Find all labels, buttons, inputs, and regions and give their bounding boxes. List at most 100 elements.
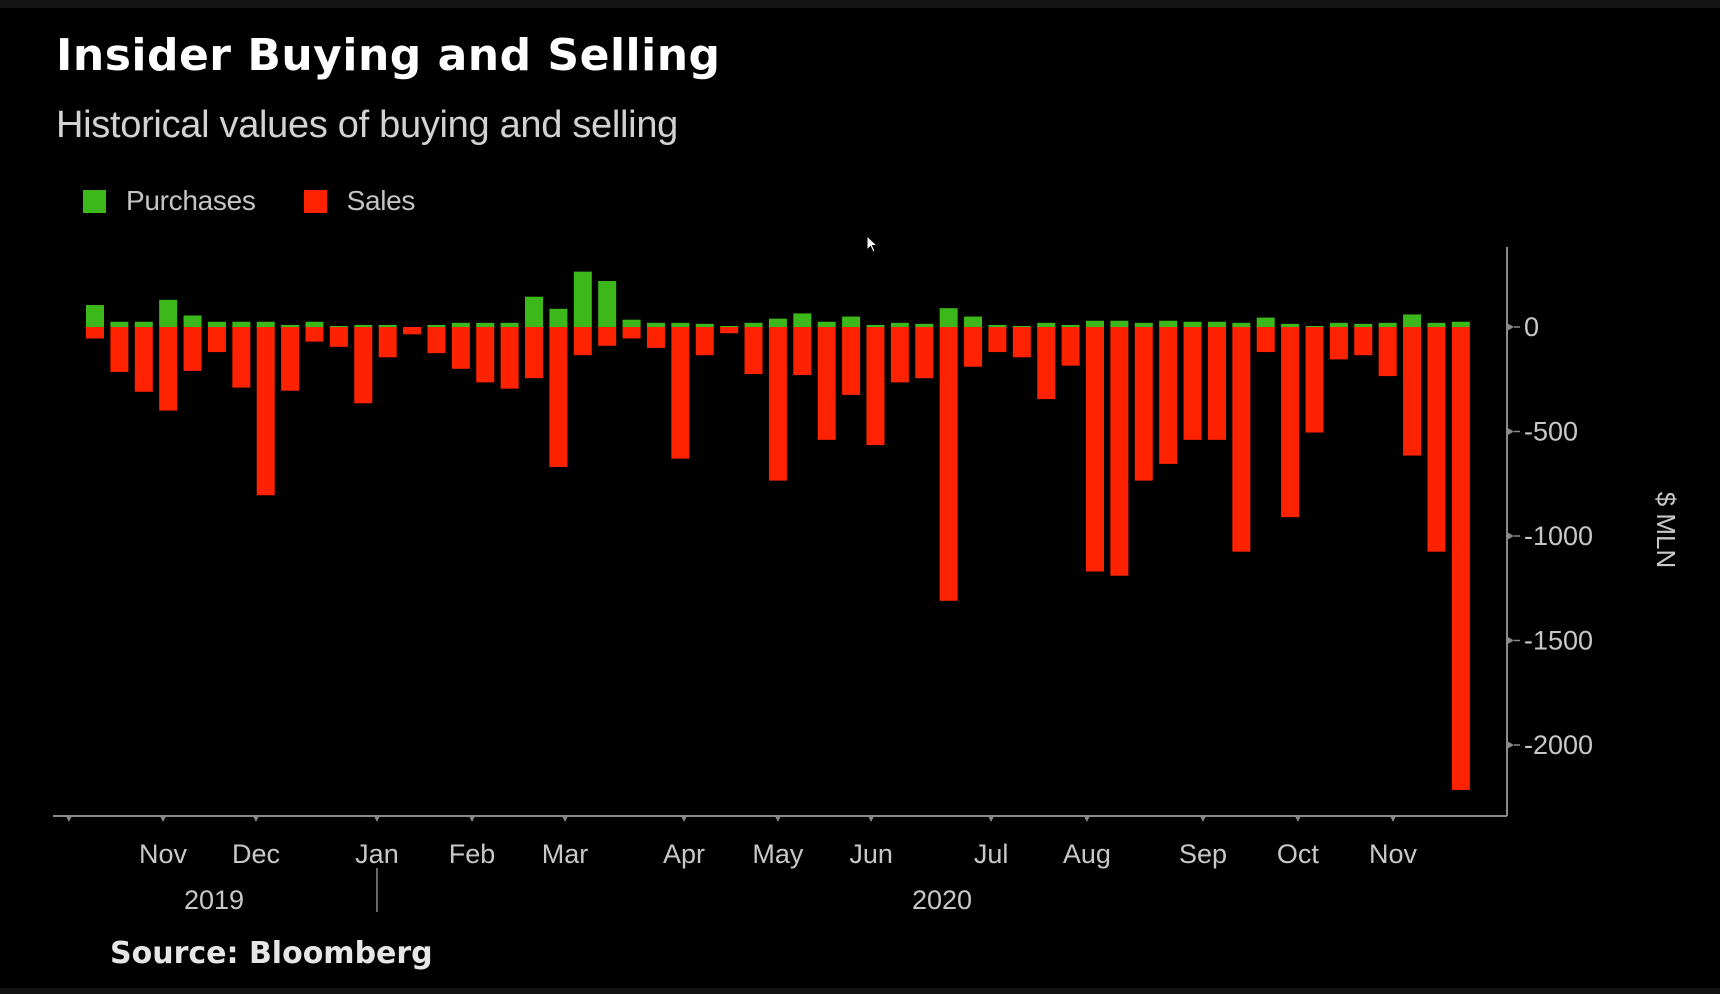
bar-purchases xyxy=(305,321,324,327)
mouse-cursor-icon xyxy=(866,234,880,260)
bar-purchases xyxy=(1037,322,1056,327)
bar-sales xyxy=(134,327,153,392)
bar-sales xyxy=(768,327,787,481)
bottom-band xyxy=(0,988,1720,994)
bar-sales xyxy=(988,327,1007,353)
bar-purchases xyxy=(329,325,348,327)
bar-sales xyxy=(573,327,592,356)
x-tick-label: Mar xyxy=(542,839,589,869)
x-year-label: 2019 xyxy=(184,885,244,915)
bar-purchases xyxy=(573,271,592,327)
bar-purchases xyxy=(232,321,251,327)
bar-sales xyxy=(866,327,885,446)
x-tick-mark xyxy=(160,816,167,822)
bar-sales xyxy=(378,327,397,358)
bar-purchases xyxy=(378,324,397,327)
bar-sales xyxy=(622,327,641,339)
bar-purchases xyxy=(1085,320,1104,327)
bar-sales xyxy=(817,327,836,440)
bar-purchases xyxy=(427,324,446,327)
bar-sales xyxy=(427,327,446,354)
x-tick-mark xyxy=(774,816,781,822)
bar-sales xyxy=(525,327,544,379)
bar-purchases xyxy=(281,324,300,327)
top-band xyxy=(0,0,1720,8)
bar-sales xyxy=(1085,327,1104,572)
bar-sales xyxy=(1012,327,1031,358)
bar-purchases xyxy=(964,316,983,327)
bar-purchases xyxy=(1207,321,1226,327)
bar-purchases xyxy=(451,322,470,327)
bar-purchases xyxy=(695,323,714,327)
bar-sales xyxy=(720,327,739,334)
bar-sales xyxy=(86,327,104,339)
bar-sales xyxy=(1305,327,1324,433)
x-tick-mark xyxy=(868,816,875,822)
bar-sales xyxy=(890,327,909,383)
bar-purchases xyxy=(86,305,104,327)
x-tick-label: Nov xyxy=(139,839,188,869)
bar-sales xyxy=(598,327,617,346)
bar-purchases xyxy=(817,321,836,327)
bar-sales xyxy=(305,327,324,342)
bar-sales xyxy=(281,327,300,391)
bar-sales xyxy=(842,327,861,395)
bar-purchases xyxy=(159,299,178,327)
bar-purchases xyxy=(622,319,641,327)
bar-sales xyxy=(1329,327,1348,360)
bar-purchases xyxy=(598,281,617,327)
bar-sales xyxy=(110,327,129,372)
legend-item-sales: Sales xyxy=(303,185,415,217)
x-tick-label: Apr xyxy=(663,839,705,869)
bar-purchases xyxy=(525,296,544,327)
x-tick-label: Oct xyxy=(1277,839,1320,869)
bar-purchases xyxy=(915,323,934,327)
x-tick-label: May xyxy=(752,839,804,869)
x-tick-label: Jul xyxy=(974,839,1009,869)
legend-swatch-sales xyxy=(303,189,327,213)
bar-sales xyxy=(354,327,373,404)
y-tick-label: 0 xyxy=(1524,312,1539,342)
bar-purchases xyxy=(207,321,226,327)
bar-purchases xyxy=(1281,323,1300,327)
bar-sales xyxy=(915,327,934,379)
bar-purchases xyxy=(1427,322,1446,327)
x-tick-label: Dec xyxy=(232,839,280,869)
bar-purchases xyxy=(988,324,1007,327)
axes-group: 0 -500 -1000 -1500 -2000 $ MLN Nov Dec Jan Feb Mar… xyxy=(53,247,1681,915)
bar-sales xyxy=(403,327,422,335)
bar-sales xyxy=(1232,327,1251,552)
bar-sales xyxy=(1281,327,1300,518)
y-tick-mark xyxy=(1507,427,1514,436)
x-tick-mark xyxy=(373,816,380,822)
bar-sales xyxy=(207,327,226,353)
bar-sales xyxy=(500,327,519,389)
y-tick-mark xyxy=(1507,532,1514,540)
x-tick-label: Feb xyxy=(449,839,496,869)
bar-purchases xyxy=(793,313,812,327)
bar-sales xyxy=(793,327,812,376)
x-tick-mark xyxy=(1083,816,1090,822)
x-tick-mark xyxy=(65,816,72,822)
bar-sales xyxy=(744,327,763,375)
bar-sales xyxy=(646,327,665,348)
x-tick-mark xyxy=(1200,816,1207,822)
bar-purchases xyxy=(354,324,373,327)
bar-purchases xyxy=(842,316,861,327)
bar-purchases xyxy=(1232,322,1251,327)
bar-purchases xyxy=(671,322,690,327)
x-tick-label: Jun xyxy=(849,839,893,869)
bar-purchases xyxy=(1183,321,1202,327)
legend-item-purchases: Purchases xyxy=(83,185,256,217)
legend: Purchases Sales xyxy=(83,185,463,217)
bar-purchases xyxy=(1329,322,1348,327)
bar-purchases xyxy=(1159,320,1178,327)
y-tick-label: -2000 xyxy=(1524,730,1593,760)
bar-purchases xyxy=(1256,317,1275,327)
bar-sales xyxy=(695,327,714,356)
bar-sales xyxy=(549,327,568,468)
bar-purchases xyxy=(1134,322,1153,327)
bar-purchases xyxy=(720,325,739,327)
bar-sales xyxy=(159,327,178,411)
